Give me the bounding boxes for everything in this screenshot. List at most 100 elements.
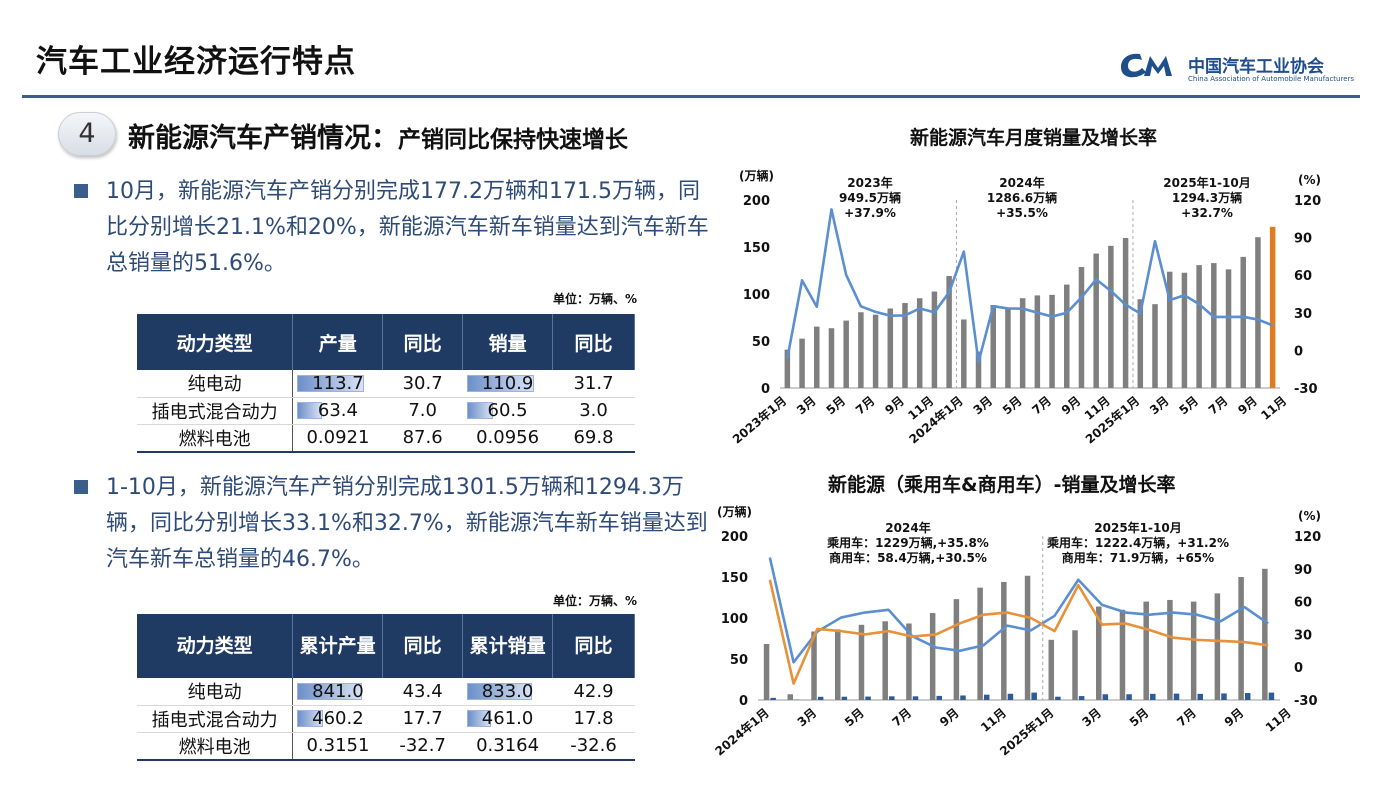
y-axis-label-left: (万辆) xyxy=(717,504,752,519)
chart-bar xyxy=(1072,630,1078,700)
table-row: 燃料电池 0.3151 -32.7 0.3164 -32.6 xyxy=(137,732,635,761)
y-axis-label-right: (%) xyxy=(1298,509,1321,523)
chart-bar xyxy=(1001,581,1007,700)
annotation-total: 1294.3万辆 xyxy=(1172,190,1242,205)
chart-bar xyxy=(1150,693,1156,700)
x-tick-label: 5月 xyxy=(824,394,849,418)
table-cell: 7.0 xyxy=(382,397,463,425)
table-cell: 17.8 xyxy=(552,705,635,733)
y-tick-label-left: 100 xyxy=(721,612,748,627)
section-number-badge: 4 xyxy=(58,112,116,156)
chart-bar xyxy=(906,623,912,700)
chart-bar xyxy=(1024,575,1031,700)
chart-bar xyxy=(787,694,794,700)
chart-bar xyxy=(882,621,888,700)
table-row: 插电式混合动力 63.4 7.0 60.5 3.0 xyxy=(137,397,635,425)
x-tick-label: 3月 xyxy=(971,394,996,418)
y-tick-label-right: 60 xyxy=(1294,596,1312,611)
bullet-square-icon xyxy=(74,184,88,198)
y-tick-label-right: 120 xyxy=(1294,530,1321,545)
chart-bar xyxy=(1122,237,1129,388)
chart-bar xyxy=(1173,693,1180,700)
table-cell: 0.3151 xyxy=(292,732,383,761)
table2-unit: 单位：万辆、% xyxy=(553,594,638,608)
table-header: 累计销量 xyxy=(462,614,554,678)
y-tick-label-right: 30 xyxy=(1294,628,1312,643)
chart-bar xyxy=(1048,639,1055,700)
annotation-growth: +32.7% xyxy=(1181,206,1233,220)
chart-bar xyxy=(990,304,996,388)
x-tick-label: 5月 xyxy=(842,706,867,730)
table-cell: -32.7 xyxy=(382,732,463,761)
chart-bar xyxy=(1078,267,1085,388)
table-cell: 43.4 xyxy=(382,678,463,706)
table-cell: 31.7 xyxy=(552,370,635,398)
x-tick-label: 11月 xyxy=(1258,394,1289,423)
y-tick-label-right: 0 xyxy=(1294,344,1303,359)
x-tick-label: 9月 xyxy=(1059,394,1084,418)
header-divider xyxy=(22,95,1360,98)
x-tick-label: 3月 xyxy=(1147,394,1172,418)
bullet-text: 10月，新能源汽车产销分别完成177.2万辆和171.5万辆，同比分别增长21.… xyxy=(106,179,709,276)
table-header: 产量 xyxy=(292,314,384,370)
value-databar xyxy=(466,682,533,700)
chart-bar xyxy=(1119,609,1126,700)
chart-bar xyxy=(912,696,919,700)
bullet-text: 1-10月，新能源汽车产销分别完成1301.5万辆和1294.3万辆，同比分别增… xyxy=(106,475,708,572)
section-subtitle: 产销同比保持快速增长 xyxy=(398,127,628,153)
table-row: 纯电动 113.7 30.7 110.9 31.7 xyxy=(137,370,635,398)
chart-bar xyxy=(961,319,967,388)
annotation-label: 2023年 xyxy=(847,175,892,190)
table-row: 插电式混合动力 460.2 17.7 461.0 17.8 xyxy=(137,705,635,733)
chart-bar xyxy=(1108,245,1114,388)
logo-name-en: China Association of Automobile Manufact… xyxy=(1188,75,1355,83)
x-tick-label: 7月 xyxy=(1206,394,1231,418)
x-tick-label: 3月 xyxy=(795,706,820,730)
annotation-growth: 商用车：71.9万辆，+65% xyxy=(1062,550,1214,565)
chart-bar xyxy=(1221,693,1227,700)
chart-bar xyxy=(1005,308,1011,388)
chart-bar xyxy=(1126,694,1132,700)
chart-bar xyxy=(936,695,943,700)
chart-bar xyxy=(975,351,982,388)
table-cell: 60.5 xyxy=(462,397,553,425)
y-axis-label-right: (%) xyxy=(1298,173,1321,187)
chart-bar xyxy=(1214,593,1221,700)
table-header: 动力类型 xyxy=(137,314,294,370)
chart-bar xyxy=(960,695,966,700)
chart-bar xyxy=(1211,263,1217,388)
chart-bar xyxy=(811,631,817,700)
chart-bar xyxy=(1268,692,1275,700)
value-databar xyxy=(466,710,492,727)
y-tick-label-right: 30 xyxy=(1294,307,1312,322)
x-tick-label: 2024年1月 xyxy=(712,705,772,759)
table-cell: 0.0956 xyxy=(462,424,553,453)
chart2-title: 新能源（乘用车&商用车）-销量及增长率 xyxy=(828,474,1176,496)
table-cell: 纯电动 xyxy=(137,678,294,706)
table-cell: 63.4 xyxy=(292,397,383,425)
y-tick-label-right: 0 xyxy=(1294,661,1303,676)
chart-bar xyxy=(1225,269,1232,388)
chart-bar xyxy=(1143,601,1149,700)
table-cell: 841.0 xyxy=(292,678,383,706)
chart-bar xyxy=(1078,696,1085,700)
y-tick-label-left: 0 xyxy=(761,382,770,397)
chart-bar xyxy=(865,696,871,700)
chart-bar xyxy=(1196,265,1202,388)
chart-bar xyxy=(1137,299,1144,388)
chart-bar xyxy=(931,291,938,388)
x-tick-label: 9月 xyxy=(1222,706,1247,730)
value-databar xyxy=(466,402,493,419)
annotation-total: 乘用车：1229万辆,+35.8% xyxy=(826,535,989,550)
x-tick-label: 2023年1月 xyxy=(729,393,789,447)
chart-bar xyxy=(1049,294,1055,388)
table-cell: 113.7 xyxy=(292,370,383,398)
chart-bar xyxy=(763,643,770,700)
y-axis-label-left: (万辆) xyxy=(739,168,774,183)
y-tick-label-left: 0 xyxy=(739,694,748,709)
y-tick-label-right: 120 xyxy=(1294,194,1321,209)
y-tick-label-right: -30 xyxy=(1294,694,1318,709)
value-databar xyxy=(297,682,363,700)
y-tick-label-left: 100 xyxy=(743,288,770,303)
annotation-total: 乘用车：1222.4万辆，+31.2% xyxy=(1046,535,1229,550)
